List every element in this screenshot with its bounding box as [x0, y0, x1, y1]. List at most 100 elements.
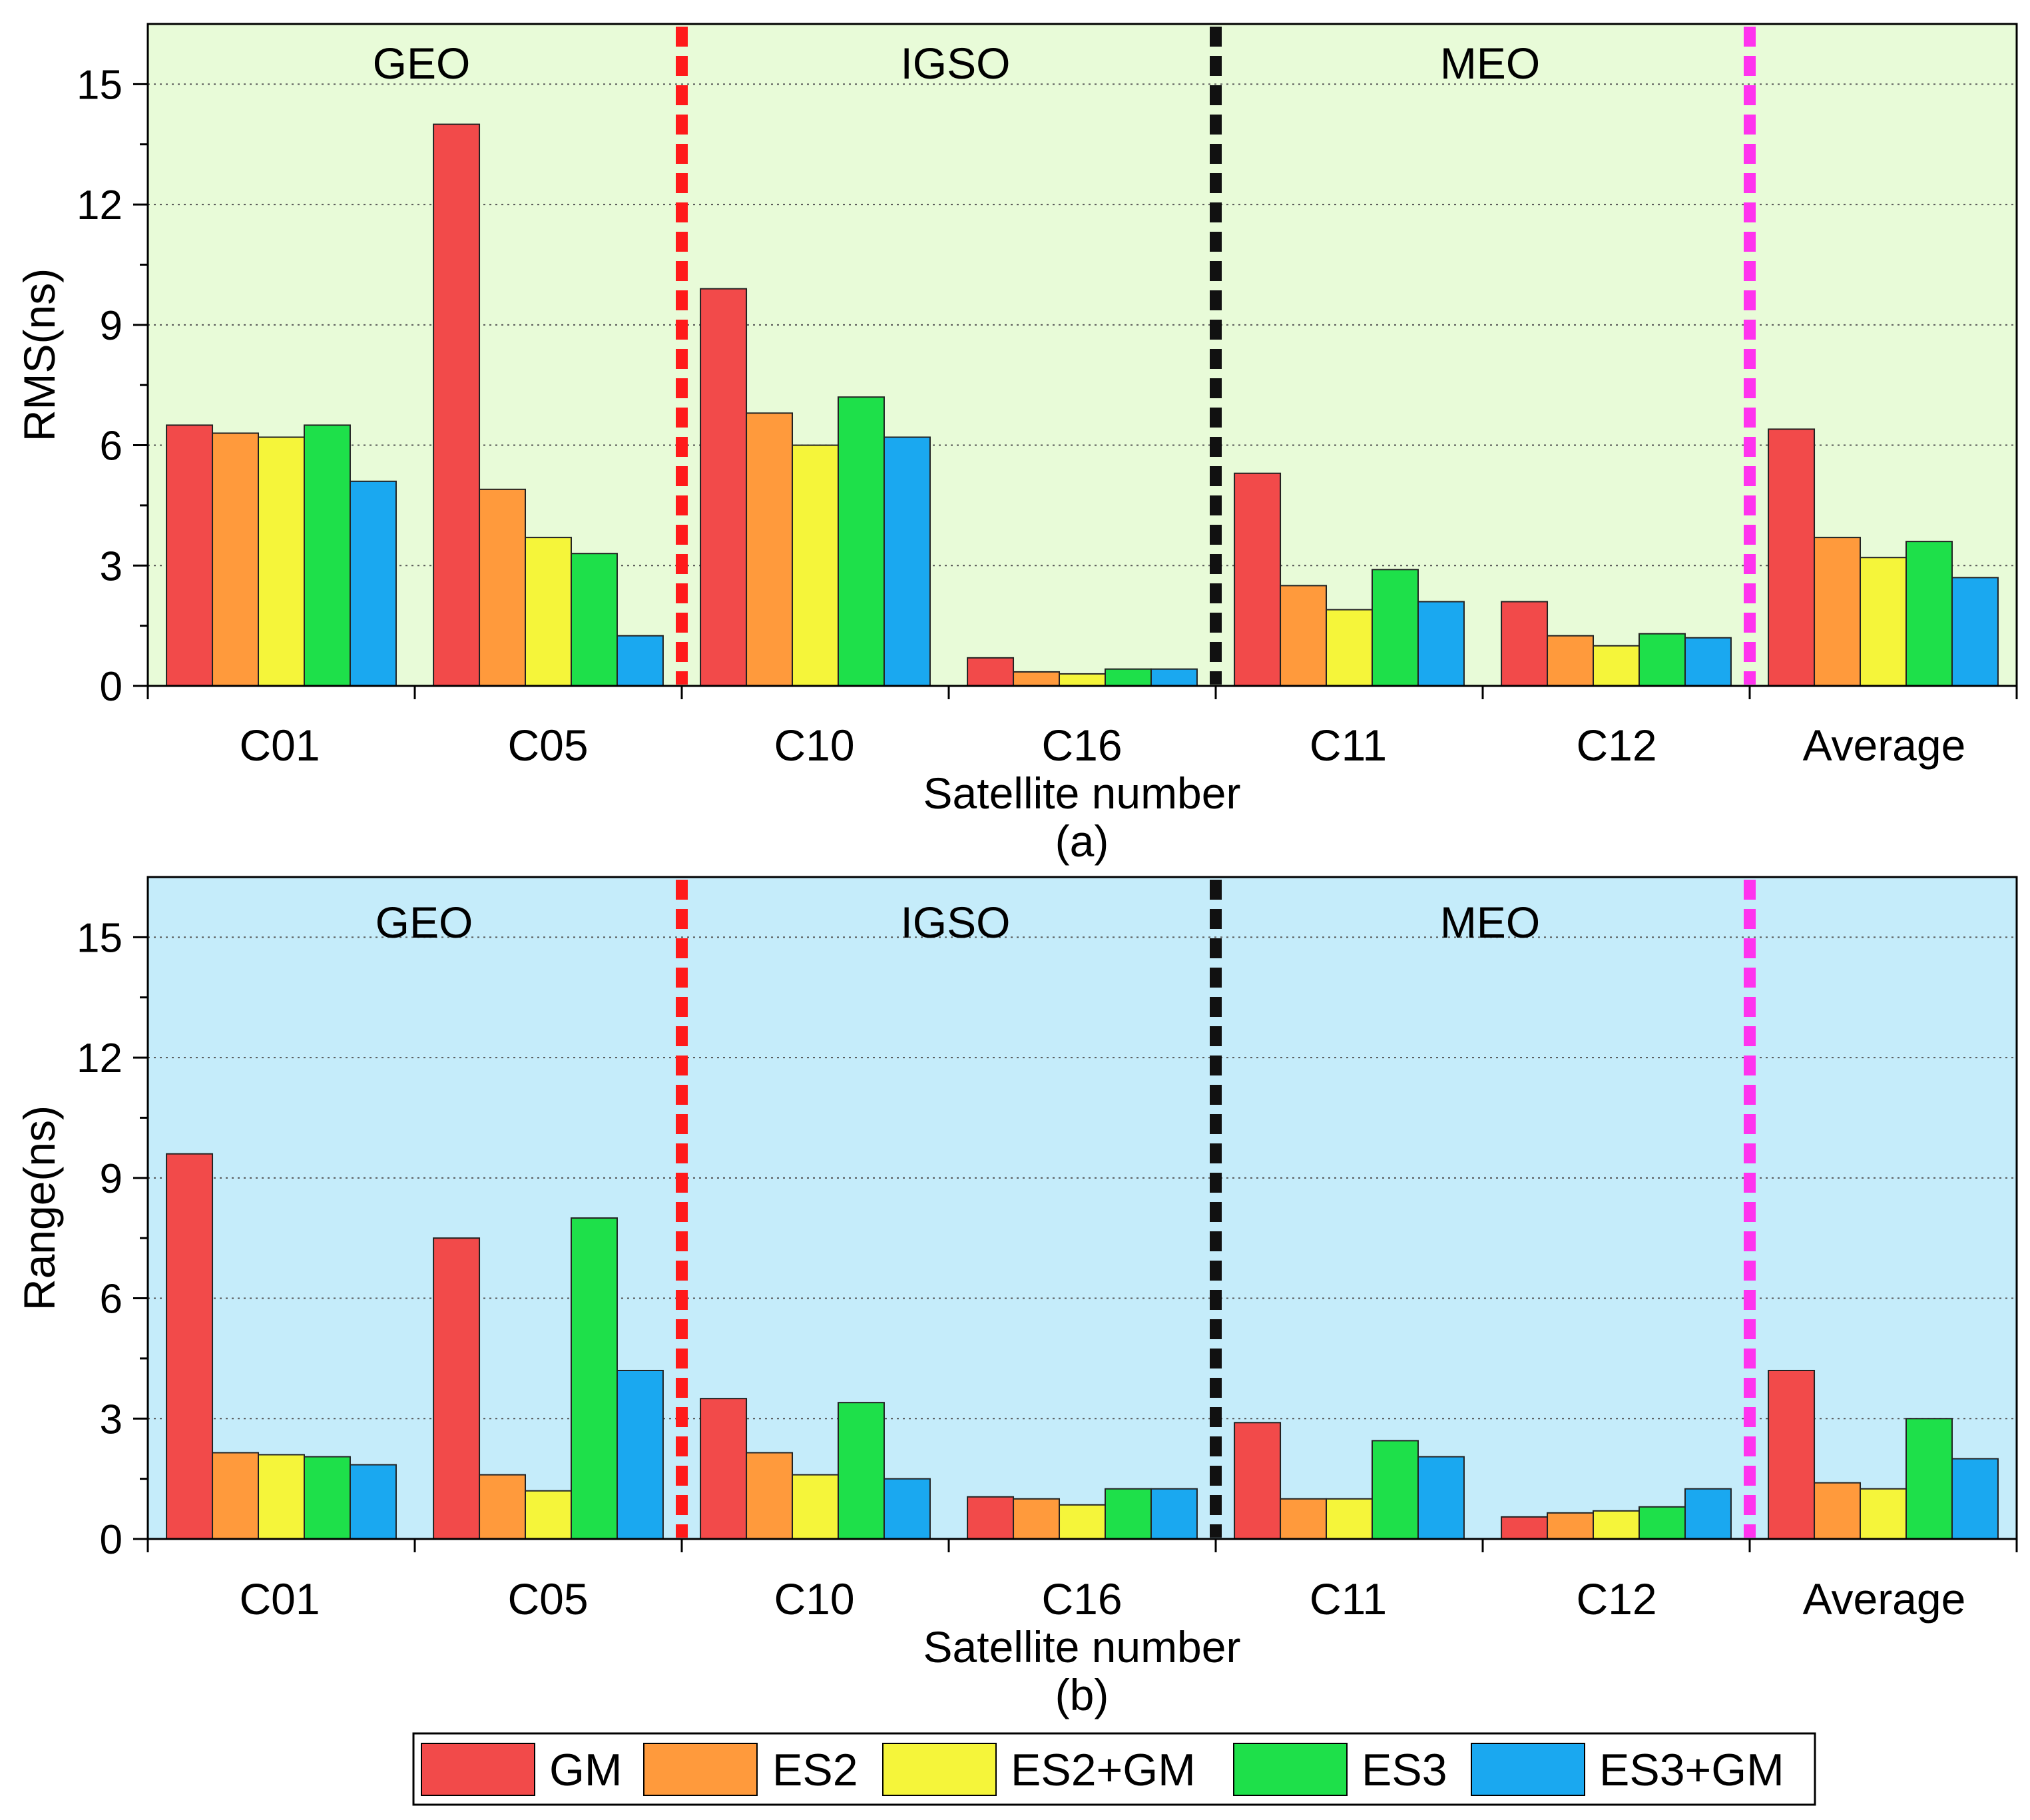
bar-c12-es3-gm [1684, 637, 1732, 687]
bar-c10-es2 [746, 1452, 794, 1540]
bar-c11-es2-gm [1326, 1498, 1373, 1540]
bar-c10-gm [700, 1398, 748, 1540]
panel-b-x-ticks [146, 1539, 2018, 1552]
panel-b-group-igso: IGSO [900, 898, 1010, 947]
legend-swatch-es2 [643, 1743, 758, 1796]
legend-swatch-es3 [1233, 1743, 1348, 1796]
y-tick-label: 6 [100, 424, 123, 469]
bar-c01-gm [166, 424, 214, 687]
bar-c05-es2-gm [525, 1490, 572, 1540]
bar-c12-gm [1501, 601, 1549, 687]
y-tick-label: 15 [77, 62, 123, 108]
bar-c11-es2-gm [1326, 609, 1373, 687]
panel-b-y-ticks: 0 3 6 9 12 15 [77, 915, 148, 1563]
bar-c10-gm [700, 288, 748, 687]
panel-b-x-label-c16: C16 [1041, 1574, 1122, 1624]
panel-a-x-label-c05: C05 [507, 721, 588, 770]
bar-c05-es3-gm [616, 635, 664, 687]
y-tick-label: 3 [100, 543, 123, 589]
bar-c16-es3 [1104, 668, 1152, 687]
bar-c10-es2 [746, 412, 794, 687]
panel-a-group-separators [676, 27, 1756, 685]
y-tick-label: 15 [77, 915, 123, 961]
bar-c16-es2-gm [1059, 673, 1106, 687]
bar-c01-es3-gm [349, 1464, 397, 1540]
bar-c16-es2 [1013, 671, 1061, 687]
panel-a-caption: (a) [1055, 816, 1109, 866]
bar-c12-es2 [1547, 1512, 1595, 1540]
bar-c11-es3 [1371, 1440, 1419, 1540]
bar-c05-gm [433, 123, 481, 687]
bar-c12-es2-gm [1593, 1510, 1640, 1540]
panel-a-x-label-c16: C16 [1041, 721, 1122, 770]
bar-c11-es3-gm [1417, 1456, 1465, 1540]
bar-c01-es2 [212, 432, 260, 687]
panel-b-x-label-average: Average [1803, 1574, 1966, 1624]
bar-c12-gm [1501, 1516, 1549, 1540]
panel-b-bars [166, 1153, 1999, 1540]
bar-c12-es2-gm [1593, 645, 1640, 687]
panel-b-x-axis-title: Satellite number [923, 1622, 1241, 1671]
bar-c11-gm [1234, 472, 1282, 687]
legend: GM ES2 ES2+GM ES3 ES3+GM [412, 1732, 1816, 1806]
panel-b-y-axis-title: Range(ns) [15, 1105, 64, 1311]
y-tick-label: 9 [100, 1156, 123, 1202]
panel-a-x-label-c11: C11 [1310, 721, 1387, 770]
bar-c11-gm [1234, 1422, 1282, 1540]
legend-label-es2-gm: ES2+GM [1011, 1745, 1196, 1795]
bar-c11-es2 [1280, 1498, 1328, 1540]
bar-c01-es2-gm [258, 1454, 305, 1540]
bar-c05-gm [433, 1237, 481, 1540]
panel-a-x-axis-title: Satellite number [923, 768, 1241, 818]
panel-b-group-separators [676, 880, 1756, 1538]
bar-c16-gm [967, 1496, 1015, 1540]
y-tick-label: 3 [100, 1396, 123, 1442]
bar-average-es3 [1905, 541, 1953, 687]
bar-average-es2 [1814, 537, 1862, 687]
bar-c01-es3 [303, 1456, 351, 1540]
panel-b-x-label-c11: C11 [1310, 1574, 1387, 1624]
panel-a-x-ticks [146, 686, 2018, 699]
y-tick-label: 0 [100, 1517, 123, 1563]
panel-b-x-label-c12: C12 [1576, 1574, 1656, 1624]
bar-c01-es2-gm [258, 436, 305, 687]
bar-average-es2-gm [1860, 557, 1907, 687]
bar-c16-es2 [1013, 1498, 1061, 1540]
bar-c01-es2 [212, 1452, 260, 1540]
panel-b-plot-area [146, 876, 2018, 1540]
panel-b: 0 3 6 9 12 15 GEO IGSO MEO C01 C05 C10 C16 C1… [15, 876, 2018, 1719]
bar-c10-es3-gm [883, 436, 931, 687]
bar-c12-es3 [1638, 633, 1686, 687]
y-tick-label: 0 [100, 664, 123, 710]
y-tick-label: 12 [77, 1036, 123, 1081]
legend-label-gm: GM [549, 1745, 623, 1795]
bar-average-es2-gm [1860, 1488, 1907, 1540]
bar-c05-es2 [479, 488, 527, 687]
legend-swatch-gm [421, 1743, 535, 1796]
panel-b-group-geo: GEO [376, 898, 473, 947]
panel-a-x-label-c10: C10 [774, 721, 854, 770]
bar-c11-es3-gm [1417, 601, 1465, 687]
bar-c16-es2-gm [1059, 1504, 1106, 1540]
bar-c11-es3 [1371, 569, 1419, 687]
bar-c12-es3 [1638, 1506, 1686, 1540]
bar-c16-es3 [1104, 1488, 1152, 1540]
bar-average-gm [1768, 428, 1816, 687]
bar-c10-es3 [837, 1402, 885, 1540]
legend-label-es2: ES2 [772, 1745, 858, 1795]
bar-c12-es2 [1547, 635, 1595, 687]
bar-average-es3 [1905, 1418, 1953, 1540]
legend-swatch-es2-gm [882, 1743, 997, 1796]
bar-c10-es2-gm [792, 1474, 839, 1540]
bar-average-gm [1768, 1369, 1816, 1540]
panel-a-x-label-c12: C12 [1576, 721, 1656, 770]
bar-c05-es2 [479, 1474, 527, 1540]
panel-b-x-label-c01: C01 [239, 1574, 320, 1624]
panel-a-y-ticks: 0 3 6 9 12 15 [77, 62, 148, 710]
panel-a: 0 3 6 9 12 15 GEO IGSO MEO C01 C05 C10 C16 C1… [15, 23, 2018, 866]
legend-label-es3-gm: ES3+GM [1599, 1745, 1784, 1795]
legend-swatch-es3-gm [1471, 1743, 1585, 1796]
bar-c16-gm [967, 657, 1015, 687]
panel-a-group-meo: MEO [1440, 39, 1540, 88]
bar-c01-es3 [303, 424, 351, 687]
